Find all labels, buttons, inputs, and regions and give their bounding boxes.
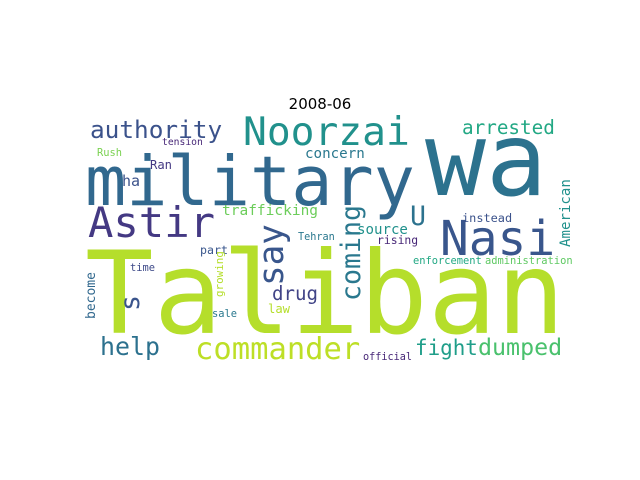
word: U	[410, 201, 426, 232]
word: commander	[195, 332, 360, 367]
word: administration	[485, 255, 573, 267]
word: wa	[425, 101, 547, 219]
word: enforcement	[413, 255, 482, 267]
word: Taliban	[85, 227, 565, 360]
word: time	[130, 262, 155, 274]
word: military	[85, 142, 415, 222]
word: official	[363, 352, 412, 363]
word: ha	[122, 172, 140, 190]
word: authority	[90, 115, 222, 144]
word: American	[558, 179, 574, 247]
word: Astir	[88, 198, 215, 247]
word: Noorzai	[243, 109, 410, 155]
word: concern	[305, 146, 365, 162]
word: Nasi	[440, 212, 555, 267]
chart-title: 2008-06	[289, 95, 352, 113]
word: law	[268, 302, 291, 316]
word: rising	[377, 233, 418, 247]
word: growing	[213, 251, 226, 297]
word: tension	[162, 137, 203, 148]
word: dumped	[478, 334, 562, 361]
word: arrested	[462, 116, 555, 139]
word: fight	[415, 336, 478, 360]
word: drug	[272, 282, 318, 305]
word: coming	[336, 205, 367, 301]
word: say	[252, 224, 292, 286]
word: part	[200, 243, 228, 257]
word: help	[100, 332, 160, 361]
word: instead	[462, 211, 512, 225]
word: become	[84, 272, 99, 319]
word: Rush	[97, 147, 122, 159]
word: trafficking	[222, 203, 318, 219]
word: Ran	[150, 158, 172, 172]
word: source	[357, 222, 408, 238]
word: Tehran	[298, 232, 335, 243]
word: sale	[212, 308, 237, 320]
word: s	[115, 295, 146, 311]
